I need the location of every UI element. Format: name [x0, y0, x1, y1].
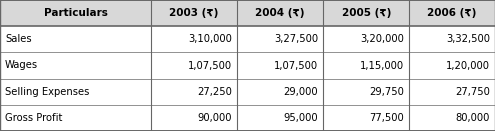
- Text: Sales: Sales: [5, 34, 32, 44]
- Bar: [0, 0, 495, 26]
- Text: 80,000: 80,000: [456, 113, 490, 123]
- Text: 1,15,000: 1,15,000: [360, 61, 404, 70]
- Text: Selling Expenses: Selling Expenses: [5, 87, 89, 97]
- Text: 95,000: 95,000: [284, 113, 318, 123]
- Text: 2005 (₹): 2005 (₹): [342, 8, 391, 18]
- Text: 3,10,000: 3,10,000: [188, 34, 232, 44]
- Text: 27,750: 27,750: [455, 87, 490, 97]
- Text: 3,27,500: 3,27,500: [274, 34, 318, 44]
- Text: 3,32,500: 3,32,500: [446, 34, 490, 44]
- Text: 1,20,000: 1,20,000: [446, 61, 490, 70]
- Text: 29,000: 29,000: [284, 87, 318, 97]
- Text: 29,750: 29,750: [370, 87, 404, 97]
- Text: Wages: Wages: [5, 61, 38, 70]
- Text: 2006 (₹): 2006 (₹): [428, 8, 477, 18]
- Text: 1,07,500: 1,07,500: [274, 61, 318, 70]
- Text: 2003 (₹): 2003 (₹): [169, 8, 219, 18]
- Text: Gross Profit: Gross Profit: [5, 113, 62, 123]
- Text: 77,500: 77,500: [370, 113, 404, 123]
- Text: 27,250: 27,250: [198, 87, 232, 97]
- Text: 3,20,000: 3,20,000: [360, 34, 404, 44]
- Text: 90,000: 90,000: [198, 113, 232, 123]
- Text: 2004 (₹): 2004 (₹): [255, 8, 305, 18]
- Text: 1,07,500: 1,07,500: [188, 61, 232, 70]
- Text: Particulars: Particulars: [44, 8, 107, 18]
